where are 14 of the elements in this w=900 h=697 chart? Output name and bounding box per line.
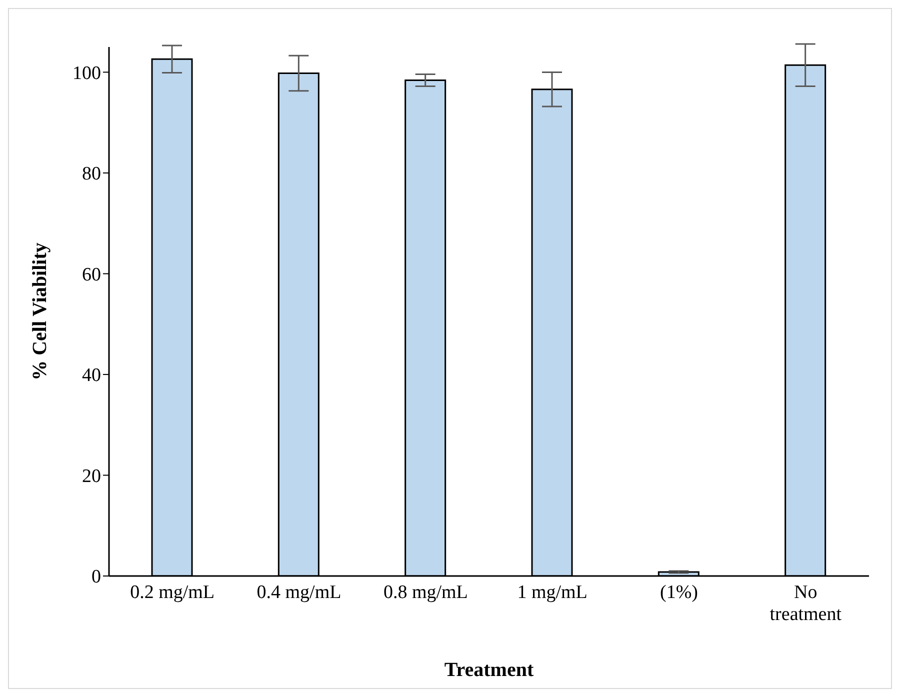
x-tick-label: (1%) xyxy=(660,582,698,603)
y-tick-label: 0 xyxy=(92,566,101,588)
y-tick-label: 80 xyxy=(82,164,101,185)
y-axis-title: % Cell Viability xyxy=(29,242,52,380)
x-axis-title: Treatment xyxy=(444,659,534,681)
y-tick-label: 40 xyxy=(82,365,101,386)
x-tick-label: 0.2 mg/mL xyxy=(130,582,215,603)
y-tick-label: 20 xyxy=(82,466,101,487)
x-tick-label: 1 mg/mL xyxy=(517,582,588,603)
x-tick-label: 0.8 mg/mL xyxy=(383,582,468,603)
y-tick-label: 100 xyxy=(72,62,101,84)
x-tick-label: 0.4 mg/mL xyxy=(256,582,342,603)
x-tick-label: No treatment xyxy=(770,582,842,625)
y-tick-label: 60 xyxy=(82,264,101,286)
